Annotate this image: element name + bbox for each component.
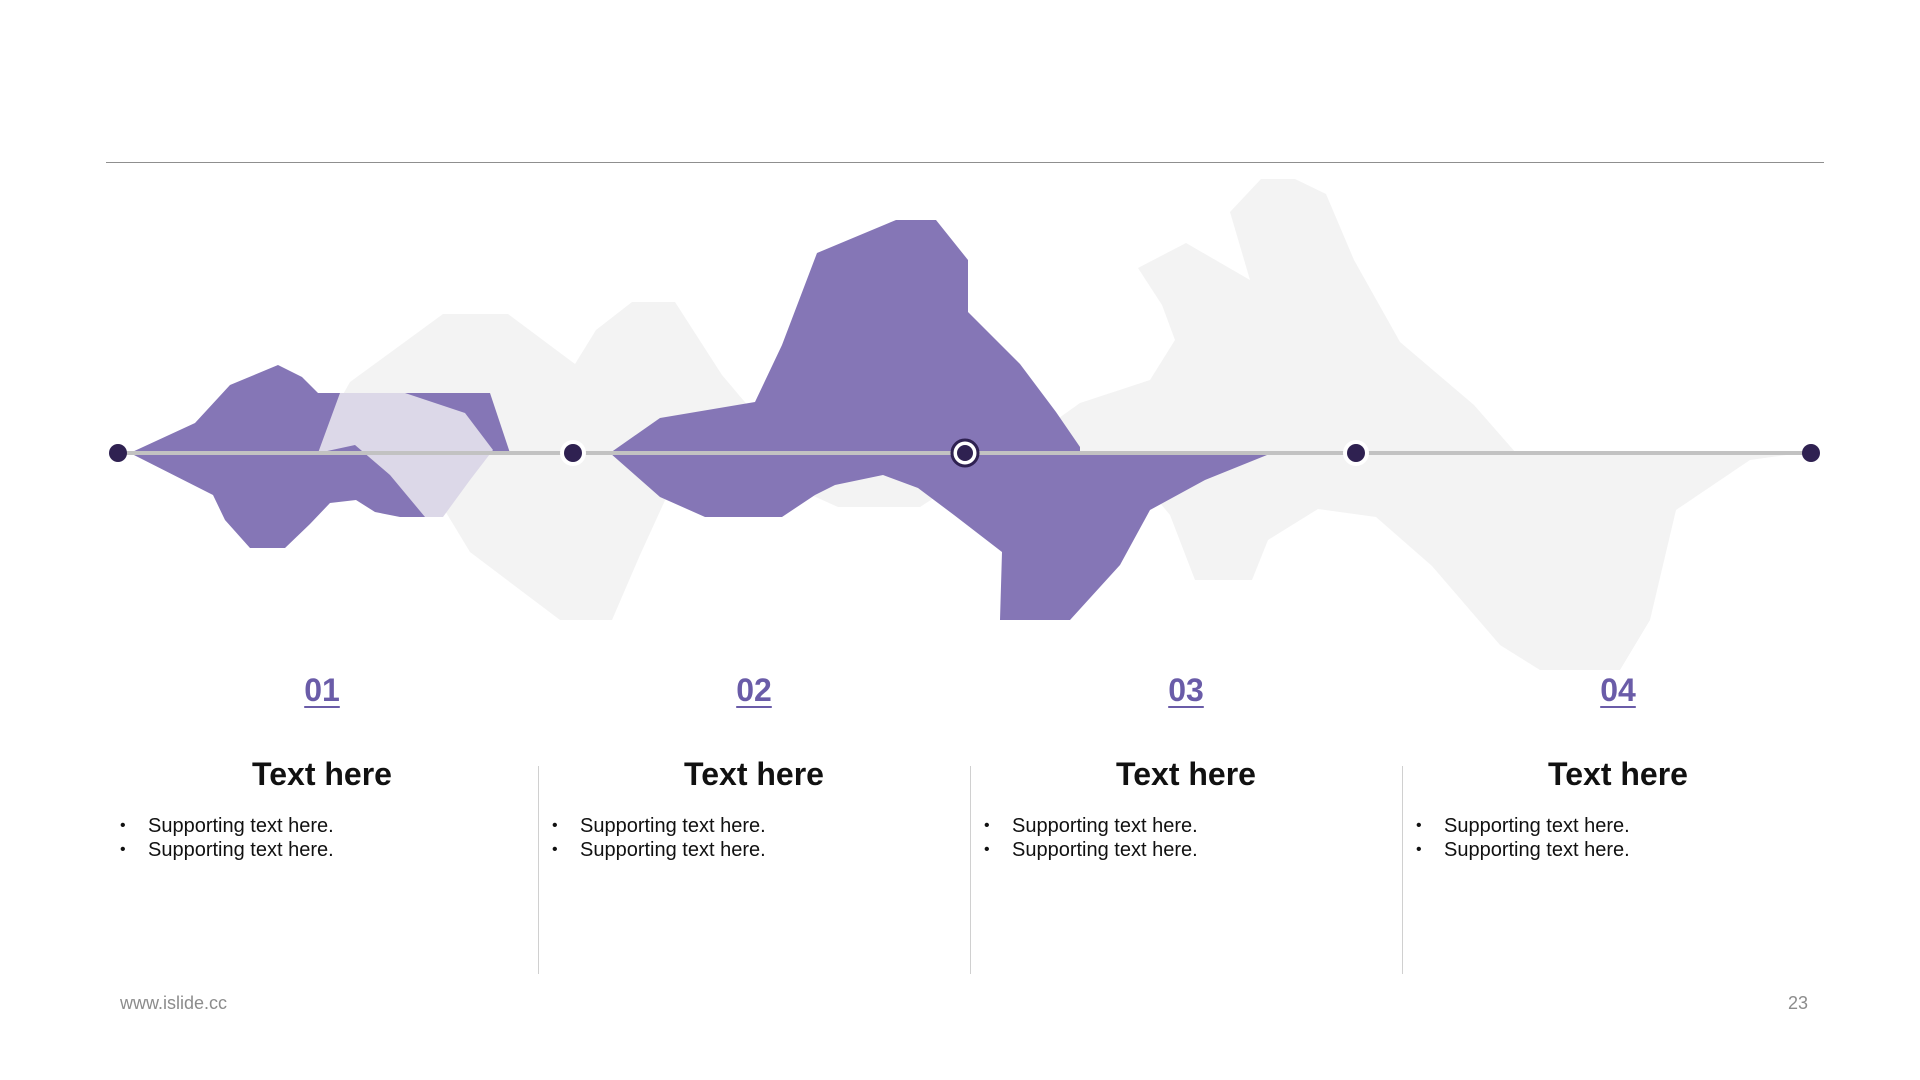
- timeline-node-4-dot: [1347, 444, 1365, 462]
- shadow-wave-lower: [410, 453, 1800, 670]
- step-columns: 01 Text here Supporting text here. Suppo…: [106, 660, 1834, 974]
- step-bullet: Supporting text here.: [552, 814, 960, 838]
- shadow-wave-upper: [130, 179, 1516, 453]
- step-number: 03: [970, 672, 1402, 709]
- accent-wave-lower: [130, 453, 1272, 620]
- step-number-text: 03: [1168, 672, 1204, 708]
- page-number: 23: [1787, 993, 1808, 1013]
- timeline-node-5: [1802, 444, 1820, 462]
- step-title: Text here: [252, 756, 392, 792]
- step-number-text: 01: [304, 672, 340, 708]
- step-bullet: Supporting text here.: [1416, 814, 1824, 838]
- footer-url[interactable]: www.islide.cc: [120, 993, 228, 1013]
- step-number-text: 04: [1600, 672, 1636, 708]
- step-number: 04: [1402, 672, 1834, 709]
- step-number-text: 02: [736, 672, 772, 708]
- timeline-node-1: [109, 444, 127, 462]
- step-column-2: 02 Text here Supporting text here. Suppo…: [538, 660, 970, 974]
- step-bullet: Supporting text here.: [984, 838, 1392, 862]
- step-bullet: Supporting text here.: [984, 814, 1392, 838]
- top-divider: [106, 162, 1824, 163]
- step-bullet: Supporting text here.: [120, 838, 528, 862]
- step-column-3: 03 Text here Supporting text here. Suppo…: [970, 660, 1402, 974]
- step-number: 01: [106, 672, 538, 709]
- step-column-1: 01 Text here Supporting text here. Suppo…: [106, 660, 538, 974]
- step-title: Text here: [684, 756, 824, 792]
- step-bullet: Supporting text here.: [120, 814, 528, 838]
- step-bullet: Supporting text here.: [552, 838, 960, 862]
- timeline-node-2-dot: [564, 444, 582, 462]
- step-number: 02: [538, 672, 970, 709]
- step-bullets: Supporting text here. Supporting text he…: [984, 814, 1392, 862]
- timeline-node-3-dot: [957, 445, 973, 461]
- step-title: Text here: [1548, 756, 1688, 792]
- step-title: Text here: [1116, 756, 1256, 792]
- step-bullets: Supporting text here. Supporting text he…: [1416, 814, 1824, 862]
- step-bullet: Supporting text here.: [1416, 838, 1824, 862]
- step-bullets: Supporting text here. Supporting text he…: [120, 814, 528, 862]
- step-bullets: Supporting text here. Supporting text he…: [552, 814, 960, 862]
- step-column-4: 04 Text here Supporting text here. Suppo…: [1402, 660, 1834, 974]
